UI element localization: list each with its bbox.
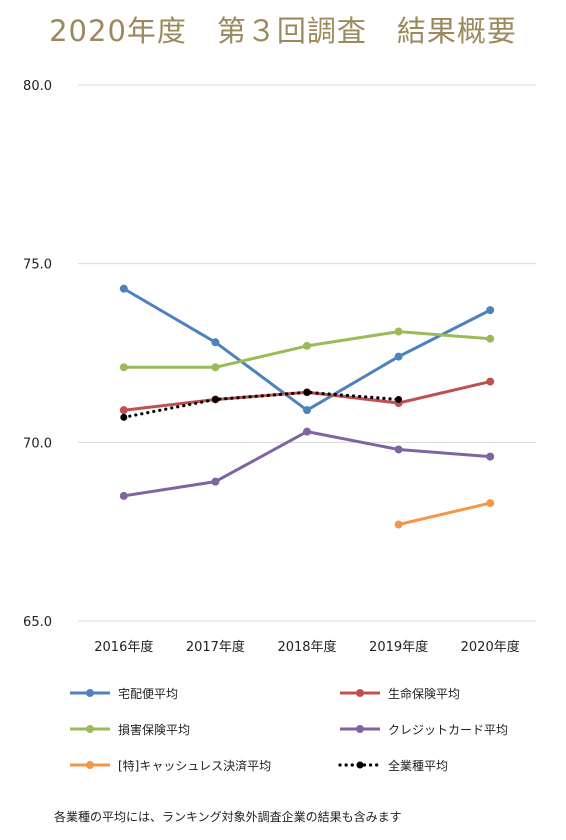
series-line xyxy=(398,501,491,526)
data-point xyxy=(394,445,403,454)
data-point xyxy=(486,377,495,386)
x-tick-label: 2018年度 xyxy=(277,639,336,655)
legend-marker xyxy=(86,689,94,697)
footnote: 各業種の平均には、ランキング対象外調査企業の結果も含みます xyxy=(54,810,402,824)
series-クレジットカード平均 xyxy=(119,427,495,500)
y-tick-label: 80.0 xyxy=(23,79,52,94)
y-tick-label: 70.0 xyxy=(23,436,52,451)
data-point xyxy=(303,427,311,436)
legend-marker xyxy=(86,725,94,733)
legend-label: 宅配便平均 xyxy=(118,686,178,701)
data-point xyxy=(120,413,128,421)
data-point xyxy=(303,406,311,415)
x-tick-label: 2020年度 xyxy=(461,639,520,655)
data-point xyxy=(211,338,220,347)
series-lines xyxy=(119,284,495,529)
data-point xyxy=(119,284,128,293)
data-point xyxy=(211,477,220,486)
legend-marker xyxy=(356,725,364,733)
data-point xyxy=(119,491,128,500)
legend-item: 宅配便平均 xyxy=(70,686,178,701)
legend-label: クレジットカード平均 xyxy=(388,723,508,737)
legend-item: 全業種平均 xyxy=(338,758,448,773)
legend-label: 全業種平均 xyxy=(388,758,448,773)
y-tick-label: 65.0 xyxy=(23,615,52,630)
data-point xyxy=(119,363,128,372)
series-line xyxy=(122,390,401,419)
series-全業種平均 xyxy=(120,388,403,421)
data-point xyxy=(394,352,403,361)
data-point xyxy=(211,395,219,403)
series-[特]キャッシュレス決済平均 xyxy=(394,499,495,529)
data-point xyxy=(486,499,495,508)
x-axis-labels: 2016年度 2017年度 2018年度 2019年度 2020年度 xyxy=(94,639,519,655)
x-tick-label: 2017年度 xyxy=(186,639,245,655)
x-tick-label: 2019年度 xyxy=(369,639,428,655)
legend-item: 生命保険平均 xyxy=(340,686,460,701)
legend-marker xyxy=(86,761,94,769)
data-point xyxy=(486,306,495,315)
data-point xyxy=(303,341,311,350)
legend-item: [特]キャッシュレス決済平均 xyxy=(70,758,271,773)
data-point xyxy=(486,334,495,343)
legend-label: [特]キャッシュレス決済平均 xyxy=(118,758,271,773)
data-point xyxy=(394,327,403,336)
legend-marker xyxy=(356,761,364,769)
series-line xyxy=(123,430,491,498)
data-point xyxy=(119,406,128,415)
gridlines xyxy=(78,84,536,622)
series-宅配便平均 xyxy=(119,284,495,415)
data-point xyxy=(394,520,403,529)
legend-item: クレジットカード平均 xyxy=(340,723,508,737)
series-損害保険平均 xyxy=(119,327,495,372)
data-point xyxy=(303,388,311,396)
data-point xyxy=(486,452,495,461)
legend-marker xyxy=(356,689,364,697)
data-point xyxy=(211,363,220,372)
y-axis-labels: 65.0 70.0 75.0 80.0 xyxy=(23,79,52,630)
chart-title: 2020年度 第３回調査 結果概要 xyxy=(49,14,517,48)
y-tick-label: 75.0 xyxy=(23,258,52,273)
x-tick-label: 2016年度 xyxy=(94,639,153,655)
data-point xyxy=(395,395,403,403)
legend-label: 損害保険平均 xyxy=(118,722,190,737)
legend-item: 損害保険平均 xyxy=(70,722,190,737)
legend-label: 生命保険平均 xyxy=(388,686,460,701)
